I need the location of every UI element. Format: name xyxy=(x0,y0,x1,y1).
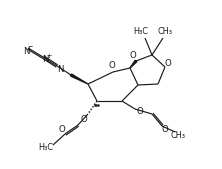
Text: O: O xyxy=(130,52,136,61)
Text: O: O xyxy=(137,107,143,116)
Text: N: N xyxy=(42,55,48,65)
Text: O: O xyxy=(109,62,115,70)
Text: H₃C: H₃C xyxy=(38,143,54,152)
Polygon shape xyxy=(130,60,137,68)
Text: O: O xyxy=(59,126,65,135)
Text: O: O xyxy=(162,125,168,134)
Text: O: O xyxy=(81,115,87,124)
Text: +: + xyxy=(46,53,52,59)
Text: O: O xyxy=(165,59,171,68)
Text: N: N xyxy=(23,46,29,55)
Text: CH₃: CH₃ xyxy=(170,131,186,140)
Text: CH₃: CH₃ xyxy=(157,27,172,35)
Text: N: N xyxy=(57,66,63,75)
Text: H₃C: H₃C xyxy=(133,28,149,37)
Polygon shape xyxy=(71,74,88,84)
Text: −: − xyxy=(27,44,33,50)
